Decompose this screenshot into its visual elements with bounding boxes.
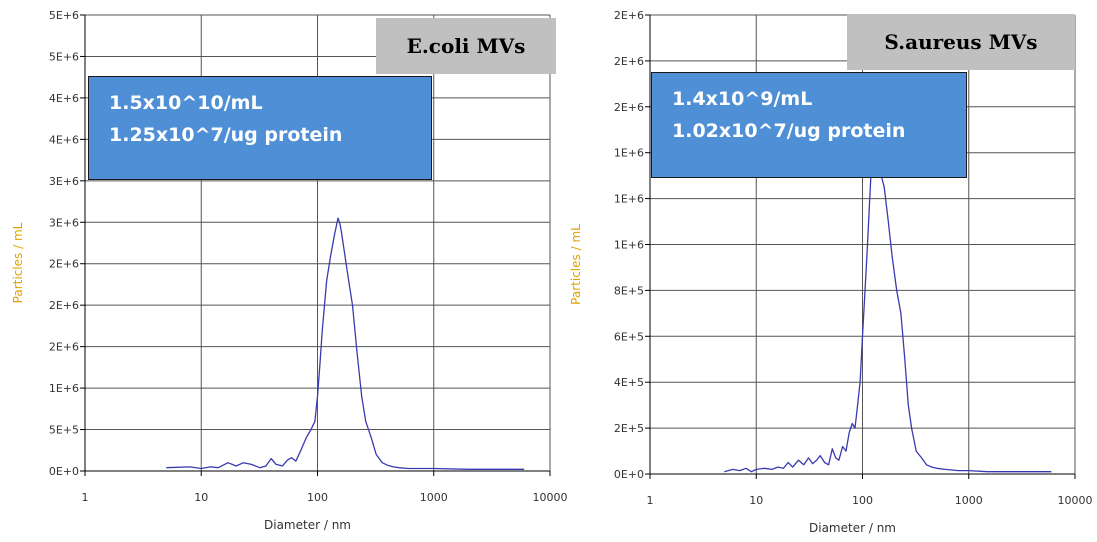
series-line [724, 152, 1052, 473]
y-tick-label: 4E+5 [614, 376, 644, 389]
y-tick-label: 4E+6 [49, 92, 79, 105]
y-tick-label: 2E+6 [614, 9, 644, 22]
concentration-line-1: 1.4x10^9/mL [672, 88, 813, 110]
y-tick-label: 5E+6 [49, 50, 79, 63]
y-tick-label: 5E+5 [49, 424, 79, 437]
y-axis-label: Particles / mL [569, 224, 583, 305]
y-tick-label: 1E+6 [614, 239, 644, 252]
x-tick-label: 10 [749, 494, 763, 507]
x-tick-label: 10000 [1058, 494, 1093, 507]
concentration-box-saureus: 1.4x10^9/mL 1.02x10^7/ug protein [651, 72, 967, 178]
concentration-line-2: 1.25x10^7/ug protein [109, 124, 343, 146]
sample-label-ecoli: E.coli MVs [376, 18, 556, 74]
x-tick-label: 1000 [420, 491, 448, 504]
y-tick-label: 2E+6 [49, 258, 79, 271]
y-tick-label: 2E+6 [49, 299, 79, 312]
y-tick-label: 1E+6 [614, 147, 644, 160]
x-tick-label: 10 [194, 491, 208, 504]
y-tick-label: 3E+6 [49, 216, 79, 229]
y-axis-label: Particles / mL [11, 222, 25, 303]
y-tick-label: 1E+6 [49, 382, 79, 395]
x-axis-label: Diameter / nm [809, 521, 896, 535]
concentration-line-2: 1.02x10^7/ug protein [672, 120, 906, 142]
y-tick-label: 2E+6 [49, 341, 79, 354]
series-line [166, 217, 525, 470]
y-tick-label: 8E+5 [614, 284, 644, 297]
chart-panel-saureus: 0E+0 2E+5 4E+5 6E+5 8E+5 1E+6 1E+6 1E+6 2E+6 2E+6… [560, 0, 1097, 542]
chart-panel-ecoli: 0E+0 5E+5 1E+6 2E+6 2E+6 2E+6 3E+6 3E+6 4E+6 4E+6… [11, 9, 568, 532]
x-tick-label: 100 [852, 494, 873, 507]
sample-label-saureus: S.aureus MVs [847, 14, 1075, 70]
x-tick-label: 10000 [533, 491, 568, 504]
y-tick-label: 2E+5 [614, 422, 644, 435]
x-tick-label: 100 [307, 491, 328, 504]
x-tick-label: 1 [82, 491, 89, 504]
x-axis-label: Diameter / nm [264, 518, 351, 532]
y-tick-label: 5E+6 [49, 9, 79, 22]
y-tick-label: 2E+6 [614, 55, 644, 68]
concentration-line-1: 1.5x10^10/mL [109, 92, 263, 114]
y-tick-label: 3E+6 [49, 175, 79, 188]
chart-ecoli: 0E+0 5E+5 1E+6 2E+6 2E+6 2E+6 3E+6 3E+6 4E+6 4E+6… [11, 9, 568, 532]
concentration-box-ecoli: 1.5x10^10/mL 1.25x10^7/ug protein [88, 76, 432, 180]
y-tick-label: 0E+0 [614, 468, 644, 481]
y-tick-label: 2E+6 [614, 101, 644, 114]
y-tick-label: 4E+6 [49, 133, 79, 146]
x-tick-label: 1000 [955, 494, 983, 507]
x-tick-label: 1 [647, 494, 654, 507]
y-tick-label: 6E+5 [614, 330, 644, 343]
y-tick-label: 1E+6 [614, 193, 644, 206]
y-tick-label: 0E+0 [49, 465, 79, 478]
chart-saureus: 0E+0 2E+5 4E+5 6E+5 8E+5 1E+6 1E+6 1E+6 2E+6 2E+6… [569, 9, 1093, 535]
